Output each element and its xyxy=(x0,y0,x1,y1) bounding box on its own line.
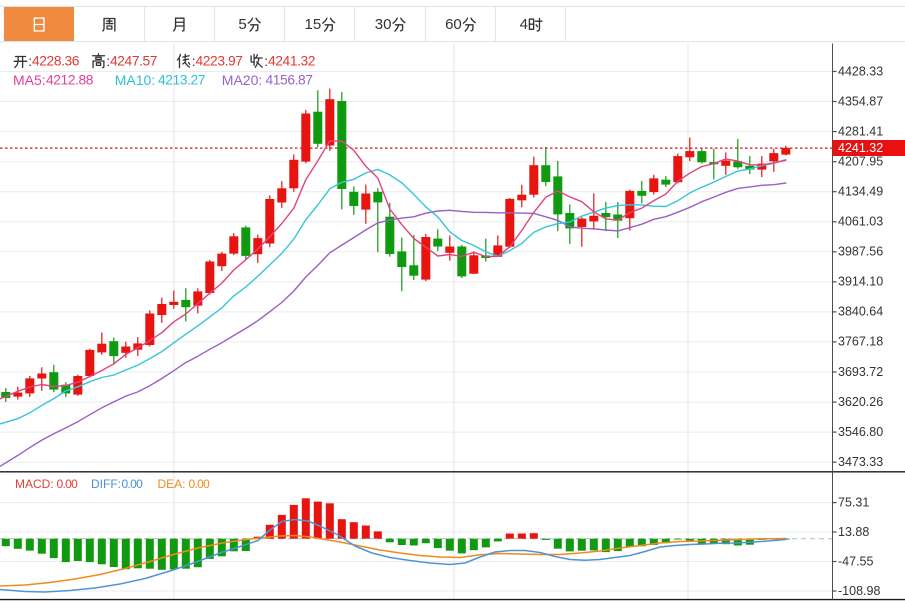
svg-text:0.00: 0.00 xyxy=(122,477,144,491)
svg-text:MA20:: MA20: xyxy=(222,72,262,88)
svg-text:MA5:: MA5: xyxy=(13,72,46,88)
svg-text:3767.18: 3767.18 xyxy=(838,335,883,349)
svg-text:15: 15 xyxy=(305,16,322,33)
svg-text:13.88: 13.88 xyxy=(838,525,869,539)
svg-text:-108.98: -108.98 xyxy=(838,584,880,598)
svg-text:3693.72: 3693.72 xyxy=(838,365,883,379)
svg-text:5: 5 xyxy=(238,16,246,33)
svg-text:4213.27: 4213.27 xyxy=(158,73,205,88)
svg-text:3914.10: 3914.10 xyxy=(838,275,883,289)
svg-text:4281.41: 4281.41 xyxy=(838,124,883,138)
svg-text:4354.87: 4354.87 xyxy=(838,94,883,108)
svg-text:4223.97: 4223.97 xyxy=(196,54,243,69)
svg-text:4134.49: 4134.49 xyxy=(838,184,883,198)
svg-text:0.00: 0.00 xyxy=(57,477,79,491)
svg-text:-47.55: -47.55 xyxy=(838,554,873,568)
svg-text:MA10:: MA10: xyxy=(115,72,155,88)
svg-text:MACD:: MACD: xyxy=(15,477,54,491)
svg-text:4156.87: 4156.87 xyxy=(266,73,313,88)
svg-text:4428.33: 4428.33 xyxy=(838,64,883,78)
svg-text:4247.57: 4247.57 xyxy=(110,54,157,69)
svg-text:4228.36: 4228.36 xyxy=(32,54,80,69)
svg-text:3546.80: 3546.80 xyxy=(838,425,883,439)
svg-text:4061.03: 4061.03 xyxy=(838,214,883,228)
svg-text:4241.32: 4241.32 xyxy=(838,141,883,155)
svg-text:4: 4 xyxy=(520,16,528,33)
svg-text::: : xyxy=(264,53,268,69)
svg-text:3987.56: 3987.56 xyxy=(838,245,883,259)
svg-text:30: 30 xyxy=(375,16,392,33)
svg-text::: : xyxy=(28,53,32,69)
svg-text:4241.32: 4241.32 xyxy=(268,54,315,69)
svg-text:0.00: 0.00 xyxy=(189,477,211,491)
svg-text:4207.95: 4207.95 xyxy=(838,154,883,168)
svg-text:75.31: 75.31 xyxy=(838,495,869,509)
svg-text:3473.33: 3473.33 xyxy=(838,455,883,469)
svg-text:60: 60 xyxy=(445,16,462,33)
svg-text:DEA:: DEA: xyxy=(158,477,186,491)
svg-text:DIFF:: DIFF: xyxy=(91,477,121,491)
svg-text:3620.26: 3620.26 xyxy=(838,395,883,409)
svg-text::: : xyxy=(192,53,196,69)
svg-text::: : xyxy=(106,53,110,69)
svg-text:4212.88: 4212.88 xyxy=(46,73,94,88)
svg-text:3840.64: 3840.64 xyxy=(838,305,883,319)
